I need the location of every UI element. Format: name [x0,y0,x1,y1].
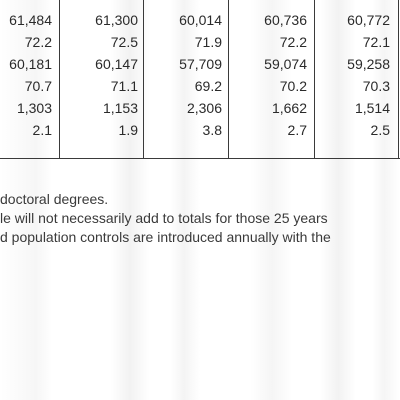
footnote-line: le will not necessarily add to totals fo… [0,210,328,226]
table-cell: 69.2 [194,78,222,94]
table-cell: 61,300 [95,12,138,28]
table-cell: 60,014 [179,12,222,28]
table-cell: 71.9 [194,34,222,50]
table-cell: 60,772 [347,12,390,28]
table-cell: 60,147 [95,56,138,72]
table-cell: 1,303 [16,100,52,116]
table-cell: 2.5 [370,122,390,138]
table-row: 70.7 71.1 69.2 70.2 70.3 [0,77,400,99]
table-cell: 2.7 [287,122,307,138]
table-bottom-rule [0,158,400,159]
column-divider [314,0,315,158]
table-cell: 59,074 [264,56,307,72]
table-cell: 2.1 [32,122,52,138]
table-cell: 70.3 [362,78,390,94]
table-cell: 60,736 [264,12,307,28]
column-divider [59,0,60,158]
table-cell: 72.2 [279,34,307,50]
column-divider [143,0,144,158]
table-cell: 71.1 [110,78,138,94]
table-cell: 70.7 [24,78,52,94]
data-table: 61,484 61,300 60,014 60,736 60,772 72.2 … [0,0,400,159]
column-divider [398,0,399,158]
table-cell: 1.9 [118,122,138,138]
table-cell: 59,258 [347,56,390,72]
column-divider [228,0,229,158]
table-cell: 57,709 [179,56,222,72]
table-cell: 2,306 [186,100,222,116]
table-cell: 60,181 [9,56,52,72]
table-row: 1,303 1,153 2,306 1,662 1,514 [0,99,400,121]
table-row: 2.1 1.9 3.8 2.7 2.5 [0,121,400,143]
table-row: 72.2 72.5 71.9 72.2 72.1 [0,33,400,55]
table-cell: 72.5 [110,34,138,50]
table-row: 61,484 61,300 60,014 60,736 60,772 [0,11,400,33]
footnote-line: doctoral degrees. [0,191,109,207]
table-cell: 1,153 [102,100,138,116]
table-cell: 72.1 [362,34,390,50]
table-cell: 1,514 [354,100,390,116]
table-row: 60,181 60,147 57,709 59,074 59,258 [0,55,400,77]
footnote-line: d population controls are introduced ann… [0,229,331,245]
table-cell: 61,484 [9,12,52,28]
table-cell: 1,662 [271,100,307,116]
table-cell: 72.2 [24,34,52,50]
table-cell: 70.2 [279,78,307,94]
table-cell: 3.8 [202,122,222,138]
